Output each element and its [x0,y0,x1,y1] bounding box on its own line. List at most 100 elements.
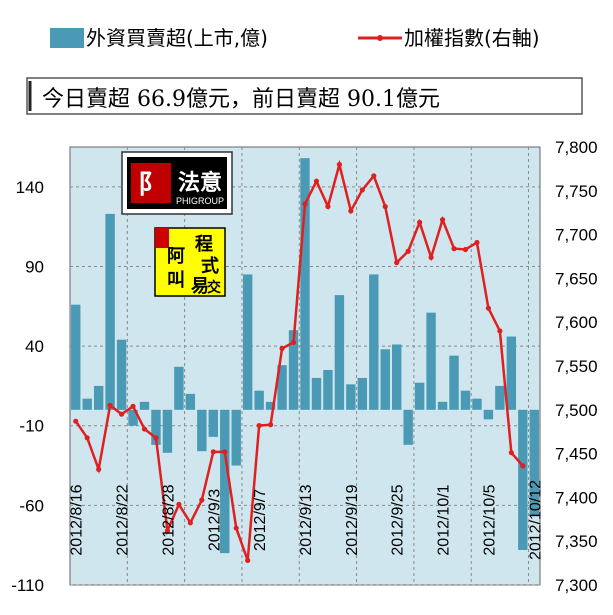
bar [82,398,92,410]
bar [369,274,379,410]
left-tick-label: -60 [19,496,44,515]
bar [288,330,299,410]
bar [346,384,356,410]
line-point [451,246,457,252]
right-tick-label: 7,450 [555,445,598,464]
bar [380,349,390,410]
bar [483,409,494,420]
x-tick-label: 2012/8/16 [69,484,86,555]
bar [426,312,436,410]
line-point [336,161,342,168]
x-tick-label: 2012/9/7 [252,489,269,551]
line-point [187,520,193,526]
legend-bar-label: 外資買賣超(上市,億) [86,26,268,50]
logo-mark [131,163,171,203]
bar [220,409,230,554]
logo2-char-1: 阿 [167,246,185,267]
line-point [130,403,136,409]
bar [300,158,310,410]
bar-series [71,158,539,554]
legend-line-label: 加權指數(右軸) [404,26,540,50]
bar [506,336,517,410]
line-point [520,463,526,469]
x-tick-label: 2012/9/3 [206,489,223,551]
right-tick-label: 7,650 [555,269,598,288]
right-tick-label: 7,400 [555,488,598,507]
x-axis: 2012/8/16 2012/8/22 2012/8/28 2012/9/3 2012/… [69,480,545,560]
bar [277,365,287,410]
bar [472,398,482,410]
x-tick-label: 2012/8/28 [160,484,177,555]
bar [495,385,505,410]
right-tick-label: 7,500 [555,401,598,420]
legend-bar-swatch [50,28,84,48]
bar [334,295,345,410]
bar [162,409,173,453]
bar [414,382,425,410]
line-point [302,201,308,207]
line-point [359,187,365,193]
x-tick-label: 2012/10/5 [481,484,498,555]
x-tick-label: 2012/9/19 [344,484,361,555]
bar [197,409,207,452]
x-tick-label: 2012/9/13 [298,484,315,555]
line-point [508,450,514,456]
line-point [118,411,125,417]
logo2-char-4: 式 [201,255,219,277]
bar [518,409,528,550]
line-point [153,435,159,441]
line-series [73,159,526,564]
x-tick-label: 2012/9/25 [390,484,407,555]
bar [151,409,161,445]
index-line [74,159,524,561]
logo2-char-3: 叫 [167,270,185,291]
line-point [290,339,297,345]
bar [529,409,539,517]
line-point [439,217,446,223]
legend: 外資買賣超(上市,億) 加權指數(右軸) [50,26,540,50]
line-point [199,497,205,503]
line-point [394,260,400,266]
line-point [405,248,411,254]
line-point [141,426,148,432]
line-point [462,246,469,253]
line-point [84,435,90,441]
bar [254,390,264,410]
line-point [474,239,480,246]
bar [128,409,138,426]
bar [392,344,402,410]
left-tick-label: 140 [16,178,44,197]
line-point [485,305,492,311]
right-tick-label: 7,700 [555,226,598,245]
line-point [107,402,113,409]
bar [437,401,448,410]
right-tick-label: 7,750 [555,182,598,201]
line-point [256,422,262,429]
line-point [222,449,228,455]
logo-mark-char: 阝 [138,170,164,200]
left-tick-label: -10 [19,417,44,436]
right-tick-label: 7,550 [555,357,598,376]
bar [71,304,81,410]
right-axis: 7,800 7,750 7,700 7,650 7,600 7,550 7,500 7,450… [555,138,598,595]
legend-line-marker [377,35,383,41]
bar [403,409,413,445]
left-tick-label: 90 [25,257,44,276]
line-point [96,466,102,472]
bar [242,274,253,410]
bar [265,401,276,410]
bar [105,213,115,410]
line-point [348,208,354,214]
logo2-char-6: 交 [207,279,221,296]
right-tick-label: 7,300 [555,576,598,595]
line-point [417,219,423,225]
bar [323,369,333,410]
line-point [371,173,377,179]
line-point [325,203,331,210]
line-point [73,418,79,424]
left-tick-label: 40 [25,337,44,356]
bar [208,409,218,437]
line-point [176,501,182,508]
annotation-text: 今日賣超 66.9億元，前日賣超 90.1億元 [42,87,440,112]
